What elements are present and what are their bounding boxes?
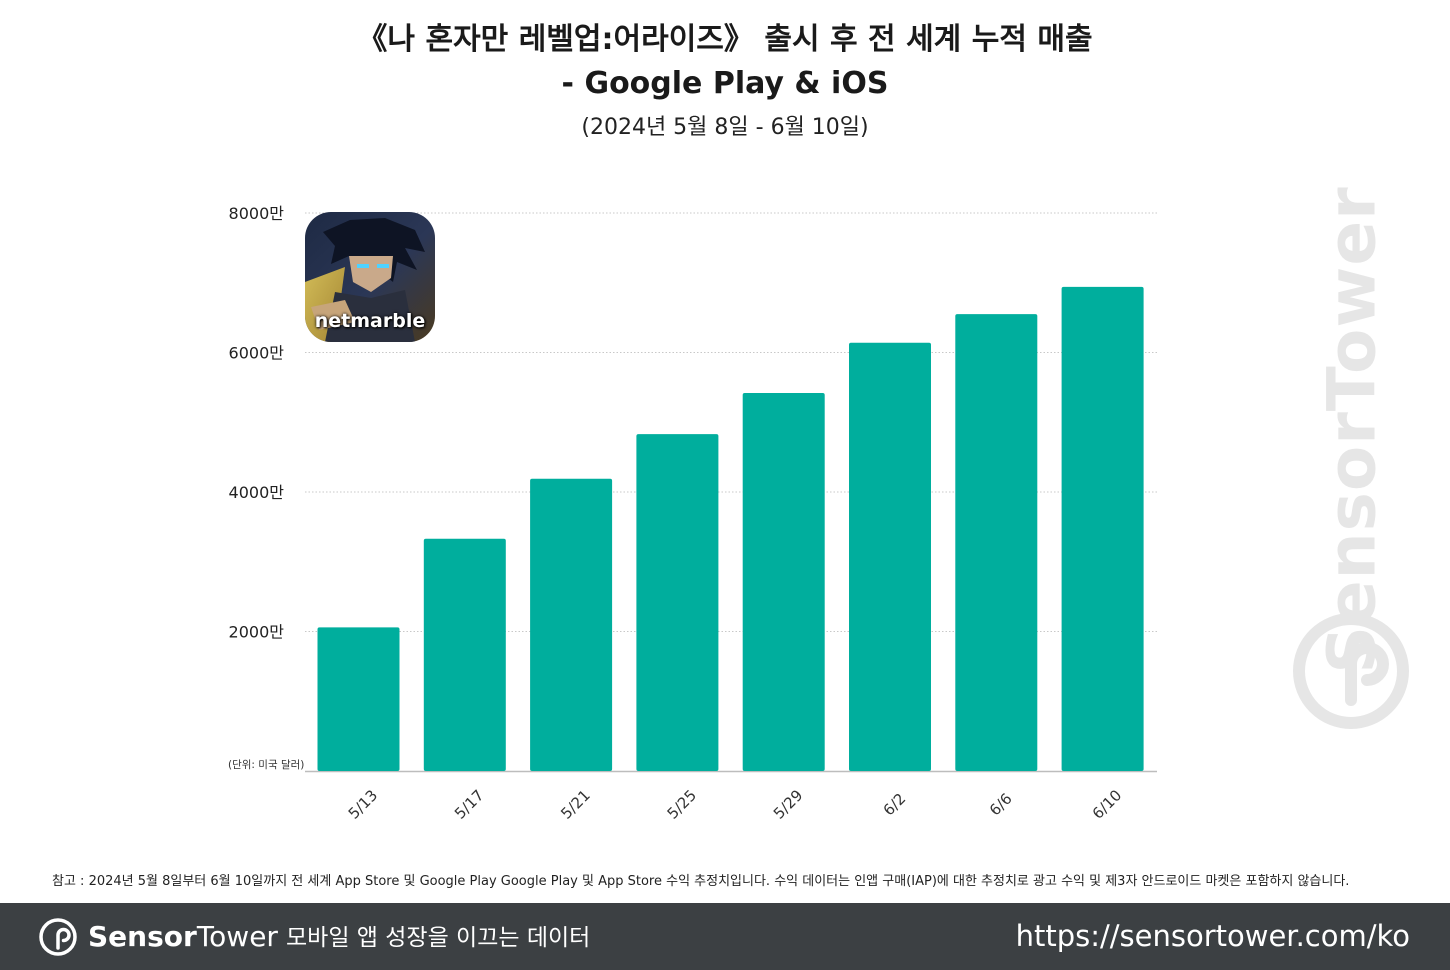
- bar-6-10: [1061, 286, 1144, 771]
- x-tick-label: 5/21: [557, 786, 594, 823]
- bar-5-21: [530, 478, 613, 771]
- bars: [317, 286, 1144, 771]
- solo-leveling-app-icon: netmarble: [305, 212, 435, 342]
- bar-6-6: [955, 314, 1038, 771]
- app-icon-label: netmarble: [314, 310, 426, 332]
- bar-5-29: [742, 392, 825, 771]
- footer-tagline: 모바일 앱 성장을 이끄는 데이터: [286, 925, 591, 951]
- x-tick-label: 6/10: [1089, 786, 1126, 823]
- bar-chart: 2000만 4000만 6000만 8000만 5/13 5/17 5/21 5/25 5/29…: [229, 204, 1157, 823]
- y-tick-label: 2000만: [229, 623, 285, 642]
- x-tick-label: 5/25: [664, 786, 701, 823]
- bar-5-13: [317, 627, 400, 771]
- footer-bar: SensorTower 모바일 앱 성장을 이끄는 데이터 https://se…: [0, 903, 1450, 970]
- x-tick-label: 6/2: [880, 790, 910, 820]
- chart-title-line2: - Google Play & iOS: [561, 66, 889, 101]
- footer-brand-part2: Tower: [196, 920, 278, 953]
- chart-title-block: 《나 혼자만 레벨업:어라이즈》 출시 후 전 세계 누적 매출 - Googl…: [0, 18, 1450, 148]
- x-tick-label: 5/13: [345, 786, 382, 823]
- footer-url-link[interactable]: https://sensortower.com/ko: [1015, 919, 1410, 953]
- y-tick-label: 8000만: [229, 204, 285, 223]
- grid-lines: [305, 212, 1157, 773]
- chart-title: 《나 혼자만 레벨업:어라이즈》 출시 후 전 세계 누적 매출: [357, 22, 1093, 57]
- y-tick-label: 4000만: [229, 483, 285, 502]
- bar-5-17: [423, 538, 506, 771]
- chart-subtitle: (2024년 5월 8일 - 6월 10일): [581, 115, 869, 140]
- app-icon-art: [305, 212, 435, 342]
- x-tick-label: 5/29: [770, 786, 807, 823]
- sensortower-footer-logo-icon: [39, 918, 77, 956]
- x-tick-label: 5/17: [451, 786, 488, 823]
- bar-6-2: [849, 342, 931, 771]
- sensortower-logo-icon: [1293, 613, 1409, 729]
- unit-label: (단위: 미국 달러): [228, 759, 305, 771]
- y-tick-label: 6000만: [229, 344, 285, 363]
- x-tick-label: 6/6: [986, 790, 1016, 820]
- footer-brand: SensorTower: [88, 917, 278, 957]
- footer-brand-part1: Sensor: [88, 920, 197, 953]
- bar-5-25: [636, 434, 719, 771]
- footnote: 참고 : 2024년 5월 8일부터 6월 10일까지 전 세계 App Sto…: [52, 874, 1350, 889]
